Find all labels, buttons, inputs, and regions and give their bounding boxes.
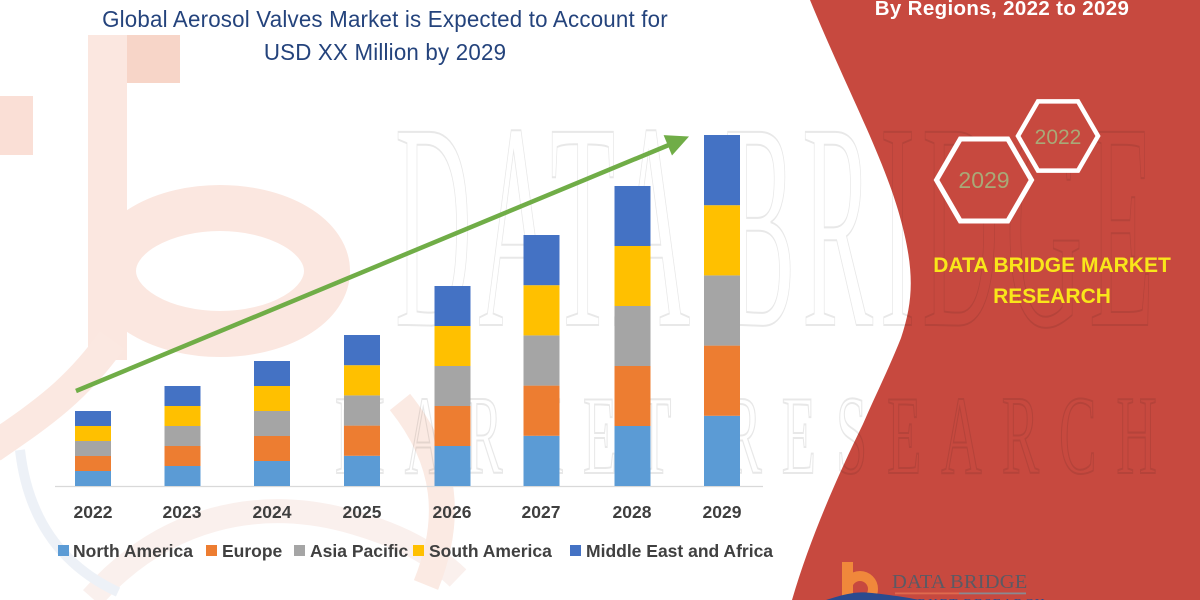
svg-text:2022: 2022 <box>1035 126 1082 149</box>
svg-text:DATA BRIDGE: DATA BRIDGE <box>892 571 1028 593</box>
svg-text:MARKET RESEARCH: MARKET RESEARCH <box>335 374 1177 498</box>
svg-text:2029: 2029 <box>958 167 1009 193</box>
svg-text:MARKET RESEARCH: MARKET RESEARCH <box>893 596 1046 600</box>
